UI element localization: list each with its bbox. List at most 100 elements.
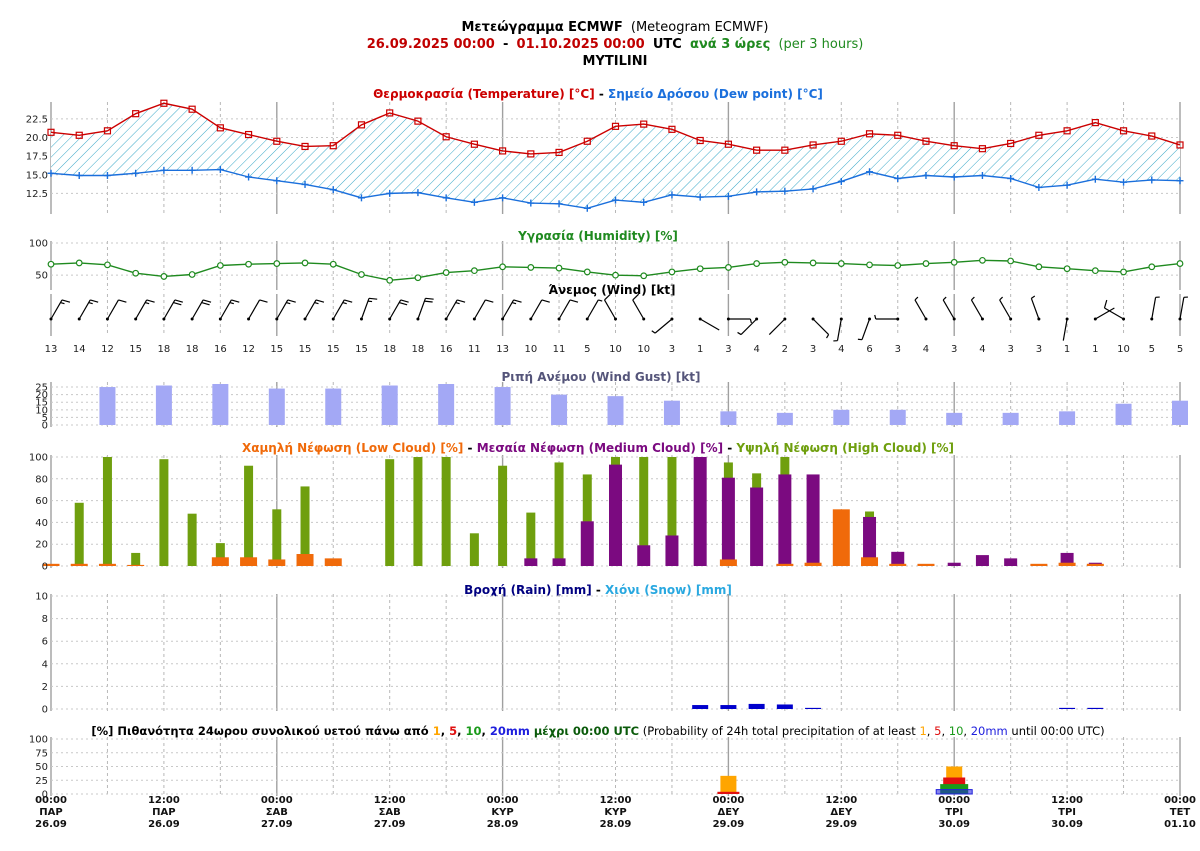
gust-tick-label: 20 <box>35 390 48 401</box>
temperature-point <box>470 140 478 148</box>
wind-barb-dot <box>811 317 815 321</box>
gust-bar <box>946 412 963 425</box>
wind-barb-feather <box>118 299 127 303</box>
wind-barb-dot <box>896 317 900 321</box>
wind-barb-half-feather <box>749 318 752 324</box>
temperature-point <box>555 148 563 157</box>
x-axis-label: ΚΥΡ <box>491 807 513 818</box>
medium-cloud-bar <box>1004 558 1018 566</box>
humidity-point <box>216 262 224 269</box>
wind-speed-label: 16 <box>214 344 227 355</box>
humidity-point <box>1148 263 1156 271</box>
period-dash: - <box>503 37 508 52</box>
wind-barb-staff <box>914 299 927 320</box>
medium-cloud-title: Μεσαία Νέφωση (Medium Cloud) [%] <box>477 441 723 455</box>
medium-cloud-bar <box>609 464 622 566</box>
wind-barb-staff <box>445 299 458 320</box>
medium-cloud-bar <box>891 551 905 566</box>
wind-speed-label: 3 <box>810 344 816 355</box>
x-axis-label: 29.09 <box>713 819 745 830</box>
low-cloud-bar <box>240 557 258 566</box>
temperature-point <box>301 142 309 151</box>
low-cloud-bar <box>1058 562 1076 566</box>
x-axis-label: ΠΑΡ <box>39 807 62 818</box>
temperature-point <box>244 130 253 139</box>
temperature-point <box>950 142 958 150</box>
gust-bar <box>551 394 568 425</box>
humidity-point <box>894 262 902 269</box>
wind-speed-label: 13 <box>496 344 509 355</box>
wind-barb-staff <box>248 299 261 320</box>
wind-speed-label: 3 <box>1007 344 1013 355</box>
wind-speed-label: 16 <box>440 344 453 355</box>
temperature-point <box>132 110 140 118</box>
precip-tick-label: 6 <box>42 637 48 648</box>
humidity-panel-title: Υγρασία (Humidity) [%] <box>517 229 678 243</box>
period-interval-gr: ανά 3 ώρες <box>690 37 770 52</box>
wind-barb-feather <box>231 299 240 303</box>
humidity-point <box>75 259 83 267</box>
wind-barb-staff <box>106 299 119 320</box>
gust-bar <box>1059 411 1076 425</box>
wind-barb-staff <box>812 318 830 335</box>
wind-speed-label: 15 <box>327 344 340 355</box>
wind-barb-dot <box>1037 317 1041 321</box>
x-axis-label: 12:00 <box>148 795 180 806</box>
temperature-point <box>1007 139 1015 148</box>
rain-bar <box>720 705 737 709</box>
humidity-point <box>583 268 591 276</box>
wind-barb-half-feather <box>598 299 603 302</box>
wind-speed-label: 15 <box>129 344 142 355</box>
humidity-point <box>104 261 111 269</box>
humidity-point <box>979 256 986 264</box>
wind-barb-feather <box>146 299 155 303</box>
humidity-point <box>188 271 196 278</box>
period-start: 26.09.2025 00:00 <box>367 37 495 52</box>
humidity-point <box>301 259 309 267</box>
high-cloud-bar <box>300 486 310 566</box>
wind-speed-label: 4 <box>979 344 985 355</box>
medium-cloud-bar <box>580 521 594 566</box>
high-cloud-bar <box>385 459 395 566</box>
high-cloud-bar <box>526 512 536 566</box>
probability-tick-label: 75 <box>35 748 48 759</box>
wind-barb-half-feather <box>971 296 975 301</box>
wind-barb-half-feather <box>874 314 877 320</box>
low-cloud-bar <box>832 509 850 566</box>
wind-speed-label: 2 <box>782 344 788 355</box>
wind-barb-dot <box>134 317 138 321</box>
chart-title: Μετεώγραμμα ECMWF (Meteogram ECMWF) <box>461 20 768 35</box>
period-interval-en: (per 3 hours) <box>778 37 863 52</box>
x-axis-label: 12:00 <box>600 795 632 806</box>
x-axis-label: 00:00 <box>938 795 970 806</box>
low-cloud-bar <box>324 558 342 566</box>
low-cloud-bar <box>127 564 145 566</box>
x-axis-label: 00:00 <box>35 795 67 806</box>
temperature-point <box>922 137 930 145</box>
wind-barb-half-feather <box>455 301 460 305</box>
high-cloud-bar <box>639 457 649 566</box>
precip-tick-label: 2 <box>42 682 48 693</box>
wind-barb-dot <box>444 317 448 321</box>
humidity-point <box>612 271 619 279</box>
wind-speed-label: 18 <box>383 344 396 355</box>
wind-barb-staff <box>740 318 758 335</box>
wind-barb-dot <box>642 317 646 321</box>
temperature-tick-label: 22.5 <box>26 114 48 125</box>
gust-bar <box>155 385 172 425</box>
wind-barb-staff <box>970 299 983 320</box>
low-cloud-bar <box>98 563 116 566</box>
wind-barb-dot <box>416 317 420 321</box>
wind-barb-feather <box>513 299 522 303</box>
x-axis-label: ΚΥΡ <box>604 807 626 818</box>
wind-speed-label: 18 <box>158 344 171 355</box>
humidity-point <box>132 269 140 277</box>
medium-cloud-bar <box>947 562 961 566</box>
temperature-point <box>809 141 817 149</box>
probability-bar-20mm <box>935 789 973 795</box>
wind-barb-staff <box>1030 298 1040 320</box>
wind-barb-staff <box>417 298 427 320</box>
gust-tick-label: 15 <box>35 398 48 409</box>
wind-barb-feather <box>604 293 611 301</box>
x-axis-label: ΤΡΙ <box>945 807 963 818</box>
